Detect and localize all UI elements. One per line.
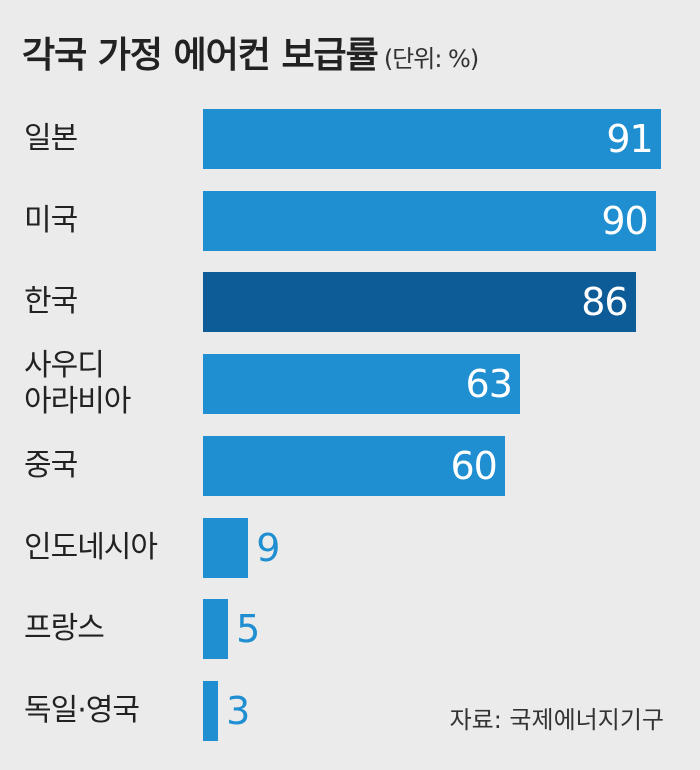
bar [203, 272, 636, 333]
value-label: 91 [606, 117, 653, 161]
value-label: 60 [450, 443, 497, 488]
category-label: 인도네시아 [24, 529, 158, 565]
value-label: 86 [581, 280, 628, 325]
unit: (단위: %) [383, 45, 479, 73]
value-label: 63 [465, 362, 513, 407]
bar [203, 354, 520, 415]
title-text: 각국 가정 에어컨 보급률 [22, 35, 379, 76]
category-label: 한국 [24, 284, 78, 320]
category-label: 미국 [24, 202, 78, 238]
category-label: 사우디 아라비아 [24, 348, 131, 420]
category-label: 일본 [24, 121, 78, 156]
value-label: 9 [256, 525, 280, 570]
bar [203, 435, 505, 496]
bar [203, 190, 656, 251]
bar [203, 599, 229, 660]
value-label: 5 [236, 607, 260, 652]
bar [203, 517, 249, 578]
category-label: 독일·영국 [24, 692, 140, 728]
category-label: 프랑스 [24, 611, 105, 647]
bar [203, 680, 219, 741]
value-label: 3 [226, 688, 250, 733]
chart-title: 각국 가정 에어컨 보급률 (단위: %) [22, 26, 479, 78]
bar [203, 109, 661, 169]
category-label: 중국 [24, 447, 78, 483]
value-label: 90 [601, 198, 648, 243]
source: 자료: 국제에너지기구 [449, 706, 664, 734]
